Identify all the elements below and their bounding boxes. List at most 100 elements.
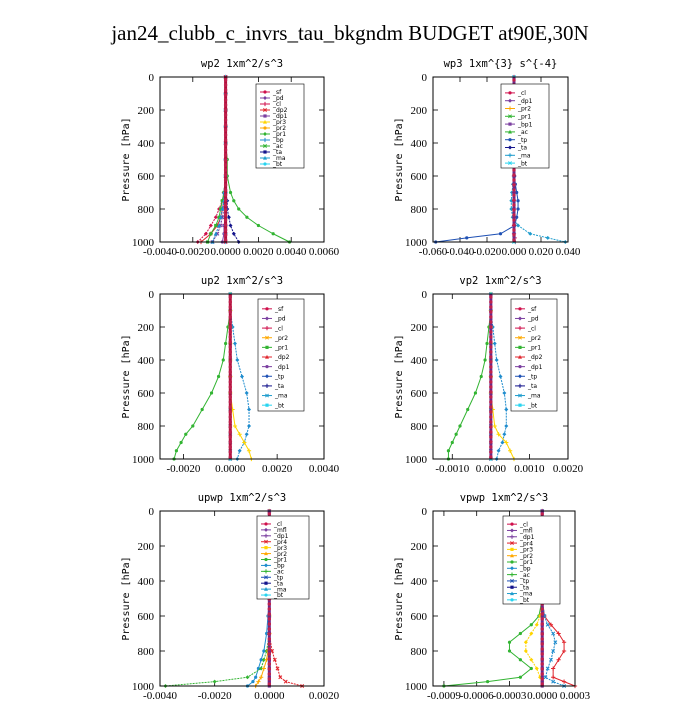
data-point xyxy=(228,360,232,364)
x-tick-label: -0.0009 xyxy=(427,690,461,700)
legend-marker xyxy=(507,153,513,158)
data-point xyxy=(223,193,228,197)
legend-marker xyxy=(518,354,522,359)
panel-title: wp2 1xm^2/s^3 xyxy=(201,58,283,70)
data-point xyxy=(515,190,519,195)
chart-panel-4: vp2 1xm^2/s^3 Pressure [hPa] 0 200 400 600 800… xyxy=(394,275,584,475)
chart-panel-5: upwp 1xm^2/s^3 Pressure [hPa] 0 200 400 600 80… xyxy=(121,492,340,702)
data-point xyxy=(218,215,223,219)
panel-title: upwp 1xm^2/s^3 xyxy=(198,492,287,504)
y-tick-label: 200 xyxy=(138,541,155,553)
data-point xyxy=(518,631,522,636)
legend-label: _tp xyxy=(274,373,284,380)
data-point xyxy=(540,512,544,516)
y-tick-label: 600 xyxy=(138,171,155,183)
x-tick-label: 0.0020 xyxy=(553,463,584,475)
legend-label: _tp xyxy=(527,373,537,380)
y-tick-label: 1000 xyxy=(405,454,428,466)
data-point xyxy=(228,330,232,334)
series-line xyxy=(212,77,227,243)
data-point xyxy=(489,335,493,339)
data-point xyxy=(512,78,516,82)
legend-marker xyxy=(262,101,268,107)
data-point xyxy=(512,188,516,192)
legend-label: _sf xyxy=(272,89,282,96)
legend-label: _mfl xyxy=(519,528,533,535)
data-point xyxy=(223,213,228,217)
y-tick-label: 200 xyxy=(138,322,155,334)
data-point xyxy=(486,680,490,684)
legend-label: _ta xyxy=(527,383,537,390)
data-point xyxy=(515,215,519,219)
legend-marker xyxy=(263,114,267,118)
legend: _cl_mfl_dp1_pr4_pr3_pr2_pr1_bp_ac_tp_ta_… xyxy=(502,515,561,605)
legend-marker xyxy=(510,560,514,564)
legend-label: _bp xyxy=(519,566,531,573)
legend-marker xyxy=(510,598,514,602)
data-point xyxy=(540,637,544,641)
chart-panel-2: wp3 1xm^{3} s^{-4} Pressure [hPa] 0 200 400 6… xyxy=(394,58,581,258)
legend-label: _pr1 xyxy=(273,557,287,564)
legend-marker xyxy=(517,383,523,389)
data-point xyxy=(458,424,462,428)
legend-marker xyxy=(518,393,522,398)
legend: _sf_pd_cl_dp2_dp1_pr3_pr2_pr1_bp_ac_ta_m… xyxy=(255,83,305,169)
series-line xyxy=(510,77,566,243)
data-point xyxy=(512,218,516,222)
data-point xyxy=(223,208,228,212)
legend: _sf _pd _cl _pr2 _pr1 _dp2 _dp1 _tp _ta _ma _bt xyxy=(257,298,305,412)
data-point xyxy=(223,93,228,97)
legend-label: _dp1 xyxy=(274,364,290,371)
data-point xyxy=(203,231,208,236)
data-point xyxy=(254,675,258,679)
legend-marker xyxy=(262,137,268,143)
data-point xyxy=(267,657,272,661)
data-point xyxy=(265,631,269,636)
data-point xyxy=(228,435,232,439)
legend-marker xyxy=(508,138,512,142)
data-point xyxy=(184,432,188,436)
legend-label: _pr2 xyxy=(519,553,533,560)
data-point xyxy=(259,666,264,671)
legend-label: _ac xyxy=(272,143,283,150)
data-point xyxy=(228,190,233,195)
data-point xyxy=(228,395,232,399)
legend-marker xyxy=(264,325,270,331)
legend-marker xyxy=(265,335,269,340)
x-tick-label: 0.0020 xyxy=(243,246,274,258)
legend-marker xyxy=(263,162,267,166)
x-tick-label: -0.040 xyxy=(446,246,475,258)
plot-frame xyxy=(159,293,325,460)
data-point xyxy=(498,232,503,236)
y-tick-label: 800 xyxy=(138,204,155,216)
data-point xyxy=(504,424,509,428)
data-point xyxy=(545,666,550,671)
legend-marker xyxy=(517,325,523,331)
legend-marker xyxy=(264,522,268,526)
data-point xyxy=(489,375,493,379)
x-tick-label: 0.0000 xyxy=(476,463,507,475)
data-point xyxy=(221,358,225,362)
data-point xyxy=(223,163,228,167)
legend-marker xyxy=(510,566,514,571)
data-point xyxy=(223,78,228,82)
figure-title: jan24_clubb_c_invrs_tau_bkgndm BUDGET at… xyxy=(110,21,588,45)
legend-marker xyxy=(264,383,270,389)
legend-label: _bt xyxy=(519,597,530,604)
legend-marker xyxy=(510,547,514,551)
legend-label: _dp1 xyxy=(519,534,535,541)
legend-label: _bp1 xyxy=(517,121,533,128)
data-point xyxy=(267,662,272,666)
legend-marker xyxy=(518,345,522,349)
y-tick-label: 1000 xyxy=(132,237,155,249)
data-point xyxy=(228,415,232,419)
legend-box xyxy=(500,83,550,169)
data-point xyxy=(543,675,548,680)
y-tick-label: 1000 xyxy=(132,681,155,693)
data-point xyxy=(224,341,228,346)
plot-frame xyxy=(432,293,569,460)
data-point xyxy=(512,223,516,227)
data-point xyxy=(529,631,534,636)
x-tick-label: -0.0020 xyxy=(198,690,232,700)
legend-label: _bt xyxy=(527,402,538,409)
